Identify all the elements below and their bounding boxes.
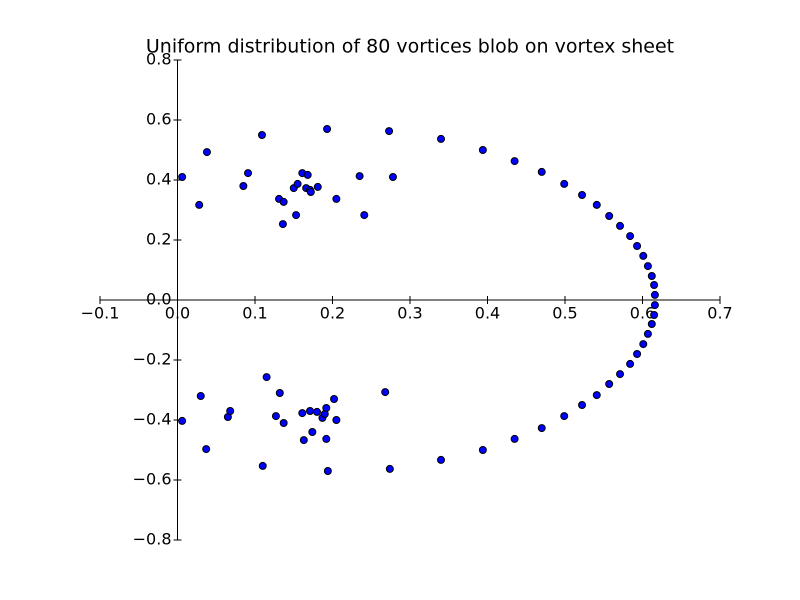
- vortex-point: [616, 370, 625, 379]
- vortex-point: [510, 434, 519, 443]
- vortex-point: [650, 301, 659, 310]
- vortex-point: [626, 232, 635, 241]
- vortex-point: [239, 182, 248, 190]
- x-tick-label: 0.3: [397, 304, 422, 323]
- y-tick-label: −0.2: [133, 350, 172, 369]
- vortex-point: [537, 424, 546, 433]
- y-tick-label: −0.6: [133, 470, 172, 489]
- vortex-point: [647, 272, 656, 280]
- vortex-point: [478, 446, 487, 454]
- vortex-point: [279, 419, 288, 427]
- vortex-point: [643, 262, 652, 271]
- y-tick-label: 0.0: [146, 290, 171, 309]
- vortex-point: [257, 131, 266, 139]
- vortex-point: [388, 173, 397, 181]
- vortex-point: [537, 167, 546, 176]
- x-tick-label: 0.2: [320, 304, 345, 323]
- x-tick-label: 0.6: [630, 304, 655, 323]
- y-tick-label: −0.8: [133, 530, 172, 549]
- vortex-point: [258, 461, 267, 470]
- vortex-point: [560, 179, 569, 188]
- vortex-point: [322, 404, 331, 412]
- y-tick-label: −0.4: [133, 410, 172, 429]
- x-tick-label: 0.5: [552, 304, 577, 323]
- vortex-point: [332, 194, 341, 203]
- vortex-point: [202, 445, 211, 454]
- vortex-point: [244, 169, 253, 178]
- x-tick-label: 0.7: [707, 304, 732, 323]
- vortex-point: [626, 359, 635, 368]
- vortex-point: [478, 146, 487, 154]
- y-tick-label: 0.8: [146, 50, 171, 69]
- vortex-point: [202, 148, 211, 157]
- y-tick-label: 0.6: [146, 110, 171, 129]
- vortex-point: [303, 170, 312, 179]
- vortex-point: [643, 329, 652, 338]
- vortex-point: [510, 157, 519, 166]
- vortex-point: [278, 220, 287, 229]
- chart-title: Uniform distribution of 80 vortices blob…: [146, 36, 674, 58]
- vortex-point: [178, 416, 187, 425]
- vortex-point: [308, 428, 317, 436]
- vortex-point: [323, 125, 332, 133]
- y-tick-label: 0.4: [146, 170, 171, 189]
- vortex-point: [306, 188, 315, 196]
- vortex-point: [578, 191, 587, 199]
- vortex-point: [633, 350, 642, 358]
- vortex-point: [650, 281, 659, 289]
- vortex-point: [195, 200, 204, 209]
- vortex-point: [633, 242, 642, 250]
- vortex-point: [313, 182, 322, 191]
- vortex-point: [262, 373, 271, 382]
- vortex-point: [592, 200, 601, 209]
- vortex-point: [639, 251, 648, 260]
- vortex-point: [360, 211, 369, 220]
- vortex-point: [292, 211, 301, 220]
- vortex-point: [178, 173, 187, 181]
- vortex-point: [313, 407, 321, 416]
- vortex-point: [605, 380, 614, 388]
- vortex-point: [299, 436, 308, 445]
- vortex-point: [279, 197, 288, 206]
- vortex-point: [322, 434, 331, 443]
- vortex-point: [323, 467, 332, 475]
- vortex-point: [293, 179, 302, 188]
- vortex-point: [385, 127, 394, 136]
- vortex-point: [437, 134, 445, 143]
- y-tick-label: 0.2: [146, 230, 171, 249]
- vortex-point: [306, 407, 315, 415]
- vortex-point: [332, 416, 341, 424]
- x-tick-label: 0.4: [475, 304, 500, 323]
- vortex-point: [226, 407, 235, 415]
- vortex-point: [650, 290, 659, 299]
- vortex-point: [355, 172, 364, 181]
- vortex-point: [385, 464, 394, 473]
- vortex-point: [437, 455, 445, 464]
- vortex-point: [639, 340, 648, 349]
- vortex-point: [560, 412, 569, 421]
- vortex-point: [298, 409, 307, 418]
- vortex-point: [605, 212, 614, 220]
- vortex-point: [381, 388, 390, 397]
- vortex-point: [650, 311, 659, 319]
- x-tick-label: 0.1: [242, 304, 267, 323]
- vortex-point: [330, 395, 339, 403]
- vortex-point: [271, 412, 280, 421]
- vortex-point: [616, 221, 625, 230]
- vortex-point: [592, 391, 601, 400]
- x-tick-label: −0.1: [81, 304, 120, 323]
- vortex-point: [275, 389, 284, 397]
- x-tick-label: 0.0: [165, 304, 190, 323]
- vortex-point: [578, 401, 587, 409]
- vortex-point: [196, 392, 205, 400]
- vortex-point: [647, 320, 656, 328]
